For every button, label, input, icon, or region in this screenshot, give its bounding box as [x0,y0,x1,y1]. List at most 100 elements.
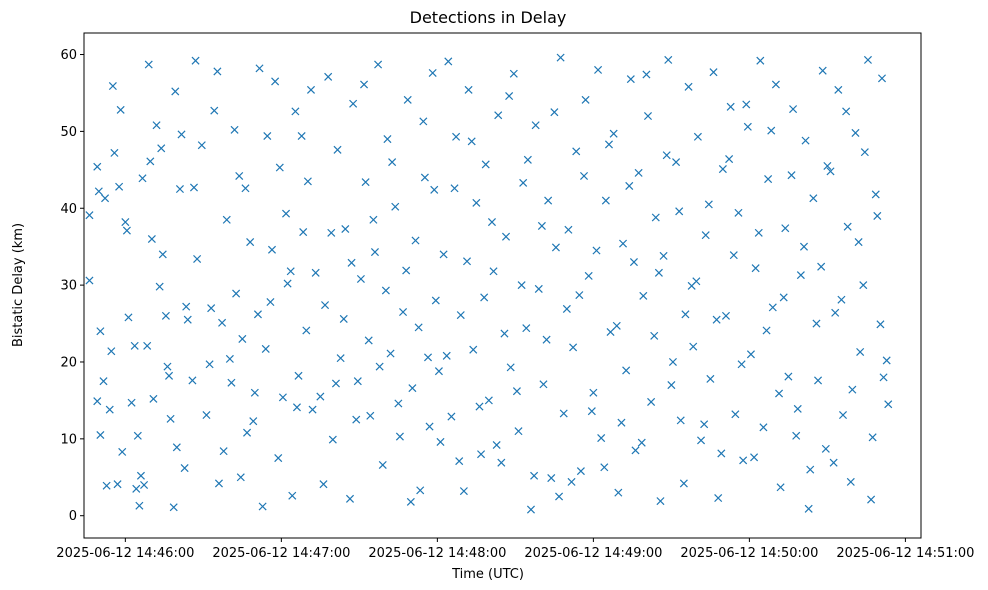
data-point [676,416,685,425]
data-point [742,100,751,109]
data-point [101,194,110,203]
data-point [336,354,345,363]
x-tick-label: 2025-06-12 14:51:00 [836,546,974,561]
data-point [124,313,133,322]
data-point [122,226,131,235]
data-point [667,381,676,390]
data-point [85,211,94,220]
data-point [166,414,175,423]
data-point [434,367,443,376]
data-point [294,371,303,380]
data-point [784,372,793,381]
data-point [157,144,166,153]
data-point [838,410,848,420]
data-point [579,171,589,180]
data-point [718,165,727,174]
data-point [108,82,117,91]
data-point [575,291,584,300]
data-point [364,336,373,345]
plot-area [85,53,893,514]
data-point [138,174,147,183]
data-point [333,145,342,154]
data-point [361,178,370,187]
data-point [737,360,746,369]
data-point [299,228,308,237]
data-point [868,433,877,442]
data-point [291,107,300,116]
data-point [205,360,214,369]
data-point [469,345,478,354]
data-point [420,173,429,182]
data-point [642,70,651,79]
data-point [806,465,815,474]
data-point [406,497,415,506]
data-point [436,437,445,446]
data-point [492,440,501,450]
data-point [544,196,553,205]
y-tick-label: 40 [60,202,77,217]
data-point [834,85,843,94]
data-point [191,56,200,65]
data-point [391,202,400,211]
data-point [796,271,805,280]
data-point [107,347,116,356]
data-point [559,409,568,418]
data-point [526,505,535,514]
data-point [617,418,626,427]
data-point [489,267,498,276]
data-point [506,363,515,372]
data-point [250,388,259,397]
data-point [569,343,578,352]
data-point [163,362,172,371]
data-point [450,184,459,193]
data-point [556,53,565,62]
data-point [267,245,277,254]
y-tick-label: 30 [60,279,77,294]
data-point [871,190,880,199]
data-point [110,148,119,157]
data-point [481,160,490,169]
data-point [614,488,623,497]
data-point [360,80,369,89]
data-point [693,132,702,141]
data-point [155,282,164,291]
data-point [776,483,785,492]
data-point [609,129,618,138]
data-point [383,135,392,144]
data-point [764,175,773,184]
data-point [494,111,503,120]
data-point [132,484,141,493]
data-point [324,72,333,81]
data-point [182,302,191,311]
data-point [249,417,258,426]
data-point [793,404,802,413]
data-point [241,184,250,193]
data-point [721,311,731,320]
data-point [879,373,888,382]
data-point [531,121,540,130]
data-point [99,377,108,386]
data-point [347,258,356,267]
data-point [804,504,813,513]
data-point [625,181,634,190]
data-point [792,431,801,440]
data-point [331,379,340,388]
data-point [321,301,330,310]
data-point [846,477,855,486]
data-point [771,80,780,89]
data-point [801,136,810,145]
chart-title: Detections in Delay [410,8,567,27]
data-point [193,254,202,264]
data-point [327,228,336,237]
data-point [210,106,219,115]
data-point [219,447,228,456]
data-point [232,289,241,298]
data-point [789,105,798,114]
data-point [701,231,710,240]
data-point [656,497,665,506]
data-point [860,148,869,157]
data-point [169,503,178,512]
data-point [411,236,420,245]
data-point [171,87,180,96]
